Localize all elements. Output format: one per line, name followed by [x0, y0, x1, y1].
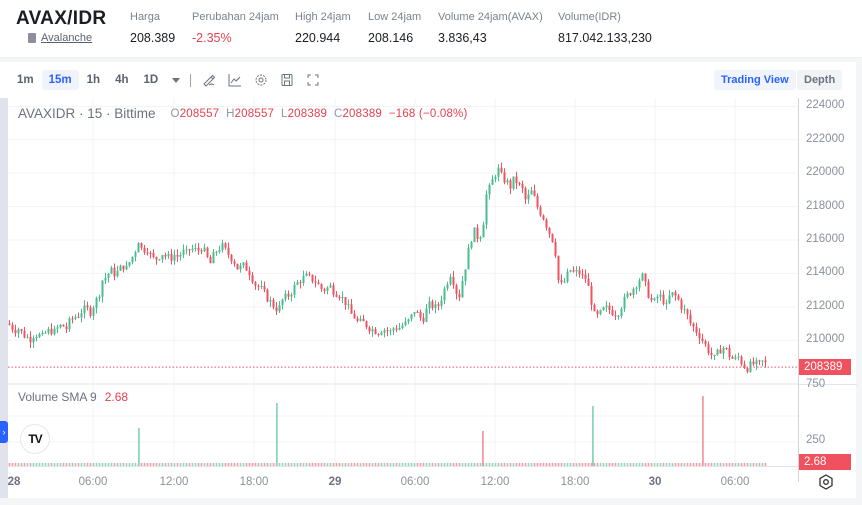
chart-legend: AVAXIDR · 15 · Bittime O208557 H208557 L… [18, 106, 468, 121]
draw-icon[interactable] [201, 72, 217, 88]
close-label: C [333, 108, 343, 120]
stat-label: High 24jam [295, 11, 351, 23]
timeframe-4h[interactable]: 4h [115, 74, 129, 86]
stat-label: Low 24jam [368, 11, 422, 23]
stat-1: Perubahan 24jam -2.35% [192, 11, 279, 45]
time-tick: 06:00 [78, 476, 108, 488]
stat-value: -2.35% [192, 31, 232, 45]
indicator-icon[interactable] [227, 72, 243, 88]
fullscreen-icon[interactable] [305, 72, 321, 88]
time-tick: 18:00 [239, 476, 269, 488]
chart-toolbar: 1m 15m 1h 4h 1D Trading View Depth [0, 62, 856, 98]
toolbar-divider [190, 73, 192, 87]
high-label: H [226, 108, 235, 120]
price-tick: 214000 [806, 266, 845, 279]
volume-tick: 250 [806, 434, 826, 446]
timeframe-group: 1m 15m 1h 4h 1D [10, 70, 166, 90]
settings-icon[interactable] [253, 72, 269, 88]
trading-view-button[interactable]: Trading View [714, 70, 796, 90]
price-axis[interactable]: 224000 222000 220000 218000 216000 214000 2120… [798, 98, 857, 482]
timeframe-dropdown-icon[interactable] [172, 77, 181, 83]
stat-label: Perubahan 24jam [192, 11, 279, 23]
time-axis[interactable]: 28 06:00 12:00 18:00 29 06:00 12:00 18:00 30 06:0… [0, 466, 798, 498]
low-value: 208389 [287, 108, 328, 120]
timeframe-1h[interactable]: 1h [86, 74, 101, 86]
price-tick: 224000 [806, 99, 845, 112]
stat-value: 3.836,43 [438, 31, 487, 45]
symbol-title: AVAXIDR · 15 · Bittime [18, 106, 156, 121]
time-tick: 28 [7, 476, 21, 488]
volume-tick: 750 [806, 378, 826, 390]
stat-4: Volume 24jam(AVAX) 3.836,43 [438, 11, 543, 45]
timeframe-1D[interactable]: 1D [143, 74, 159, 86]
stat-0: Harga 208.389 [130, 11, 175, 45]
tradingview-logo[interactable]: TV [20, 424, 50, 454]
time-tick: 29 [328, 476, 342, 488]
volume-label: Volume SMA 9 [18, 390, 97, 404]
asset-link[interactable]: Avalanche [41, 32, 93, 44]
stat-value: 208.389 [130, 31, 176, 45]
stat-5: Volume(IDR) 817.042.133,230 [558, 11, 652, 45]
stat-3: Low 24jam 208.146 [368, 11, 421, 45]
book-icon [28, 33, 36, 43]
candlestick-chart[interactable] [8, 98, 798, 498]
ohlc-values: O208557 H208557 L208389 C208389 −168 (−0… [171, 108, 468, 121]
market-header: AVAX/IDR Avalanche Harga 208.389 Perubahan… [0, 0, 862, 58]
close-value: 208389 [342, 108, 383, 120]
high-value: 208557 [234, 108, 275, 120]
asset-info: Avalanche [28, 32, 92, 44]
stat-label: Volume 24jam(AVAX) [438, 11, 543, 23]
volume-legend: Volume SMA 9 2.68 [18, 390, 128, 404]
open-value: 208557 [179, 108, 220, 120]
volume-sma-value: 2.68 [104, 390, 129, 404]
expand-panel-button[interactable]: › [0, 421, 8, 443]
depth-button[interactable]: Depth [797, 70, 843, 90]
time-tick: 06:00 [400, 476, 430, 488]
pair-title: AVAX/IDR [16, 8, 107, 29]
stat-label: Harga [130, 11, 160, 23]
last-price-tag: 208389 [799, 359, 851, 376]
stat-value: 817.042.133,230 [558, 31, 652, 45]
time-tick: 30 [648, 476, 662, 488]
price-tick: 220000 [806, 166, 845, 179]
open-label: O [170, 108, 180, 120]
change-value: −168 (−0.08%) [388, 108, 468, 120]
volume-sma-tag: 2.68 [799, 454, 851, 470]
price-tick: 216000 [806, 233, 845, 245]
time-tick: 12:00 [159, 476, 189, 488]
stat-value: 208.146 [368, 31, 414, 45]
price-tick: 212000 [806, 299, 845, 312]
stat-2: High 24jam 220.944 [295, 11, 351, 45]
price-tick: 222000 [806, 132, 845, 145]
time-tick: 06:00 [720, 476, 750, 488]
price-tick: 218000 [806, 199, 845, 212]
time-tick: 18:00 [560, 476, 590, 488]
stat-value: 220.944 [295, 31, 341, 45]
timeframe-15m[interactable]: 15m [41, 70, 79, 90]
timeframe-1m[interactable]: 1m [17, 74, 34, 86]
volume-pane-divider [799, 384, 857, 385]
chart-settings-icon[interactable] [816, 472, 836, 492]
save-icon[interactable] [279, 72, 295, 88]
low-label: L [280, 108, 288, 120]
price-tick: 210000 [806, 333, 845, 346]
chart-card: 1m 15m 1h 4h 1D Trading View Depth › AVAXIDR… [0, 62, 857, 498]
time-tick: 12:00 [480, 476, 510, 488]
left-toolbar-strip [0, 98, 8, 498]
stat-label: Volume(IDR) [558, 11, 621, 23]
